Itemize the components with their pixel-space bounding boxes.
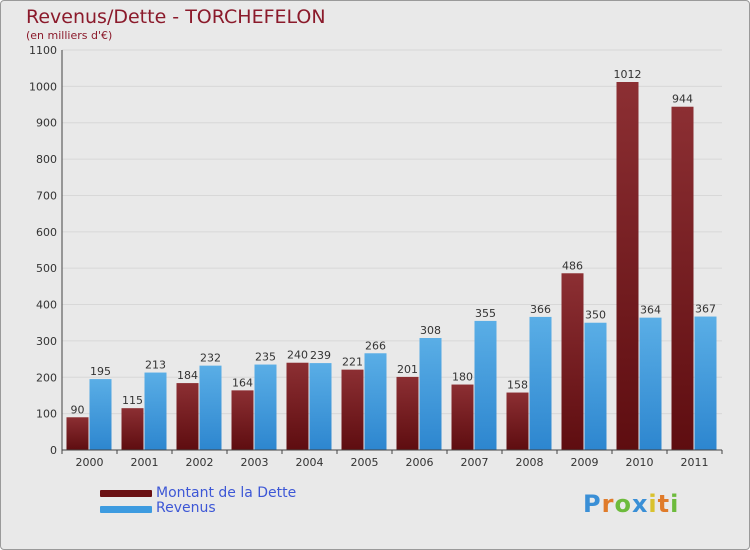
bar-revenue [364, 353, 387, 450]
data-label: 184 [177, 369, 198, 382]
legend-debt-swatch [100, 490, 152, 497]
y-tick-label: 100 [36, 408, 57, 421]
legend-debt-label: Montant de la Dette [156, 485, 297, 501]
bar-debt [121, 408, 144, 450]
data-label: 201 [397, 363, 418, 376]
data-label: 232 [200, 352, 221, 365]
bar-debt [506, 392, 529, 450]
logo-letter: t [657, 490, 671, 518]
y-tick-label: 600 [36, 226, 57, 239]
chart-title: Revenus/Dette - TORCHEFELON [26, 6, 326, 28]
data-label: 944 [672, 93, 693, 106]
y-tick-label: 1100 [29, 44, 57, 57]
bar-debt [671, 106, 694, 451]
bar-revenue [419, 338, 442, 450]
legend-revenue-label: Revenus [156, 500, 216, 516]
bar-revenue [639, 317, 662, 450]
bar-revenue [199, 365, 222, 450]
x-tick-label: 2008 [516, 456, 544, 469]
bar-revenue [694, 316, 717, 450]
data-label: 266 [365, 339, 386, 352]
bar-debt [341, 369, 364, 450]
y-tick-label: 0 [50, 444, 57, 457]
y-tick-label: 1000 [29, 80, 57, 93]
x-tick-label: 2005 [351, 456, 379, 469]
x-tick-label: 2011 [681, 456, 709, 469]
data-label: 213 [145, 359, 166, 372]
y-tick-label: 800 [36, 153, 57, 166]
legend-revenue-swatch [100, 506, 152, 513]
y-tick-label: 200 [36, 371, 57, 384]
data-label: 115 [122, 394, 143, 407]
data-label: 240 [287, 349, 308, 362]
bar-debt [561, 273, 584, 450]
logo-letter: P [583, 490, 602, 518]
bar-revenue [89, 379, 112, 450]
logo-letter: i [648, 490, 658, 518]
logo-letter: o [614, 490, 632, 518]
bar-debt [66, 417, 89, 450]
bar-revenue [584, 322, 607, 450]
y-tick-label: 400 [36, 299, 57, 312]
x-tick-label: 2004 [296, 456, 324, 469]
data-label: 308 [420, 324, 441, 337]
data-label: 367 [695, 303, 716, 316]
bar-revenue [529, 316, 552, 450]
x-tick-label: 2000 [76, 456, 104, 469]
bar-debt [231, 390, 254, 450]
bar-revenue [474, 320, 497, 450]
x-tick-label: 2002 [186, 456, 214, 469]
y-tick-label: 300 [36, 335, 57, 348]
data-label: 486 [562, 259, 583, 272]
data-label: 221 [342, 356, 363, 369]
bar-debt [286, 362, 309, 450]
data-label: 239 [310, 349, 331, 362]
x-tick-label: 2009 [571, 456, 599, 469]
x-tick-label: 2003 [241, 456, 269, 469]
x-tick-label: 2007 [461, 456, 489, 469]
bar-revenue [254, 364, 277, 450]
proxiti-logo: Proxiti [583, 490, 679, 518]
chart-subtitle: (en milliers d'€) [26, 29, 113, 42]
x-tick-label: 2006 [406, 456, 434, 469]
y-tick-label: 500 [36, 262, 57, 275]
data-label: 158 [507, 379, 528, 392]
data-label: 1012 [614, 68, 642, 81]
bar-revenue [309, 363, 332, 450]
bar-debt [451, 384, 474, 450]
data-label: 195 [90, 365, 111, 378]
data-label: 164 [232, 376, 253, 389]
bar-debt [616, 82, 639, 450]
logo-letter: i [670, 490, 680, 518]
data-label: 355 [475, 307, 496, 320]
data-label: 180 [452, 371, 473, 384]
data-label: 366 [530, 303, 551, 316]
data-label: 350 [585, 309, 606, 322]
data-label: 235 [255, 351, 276, 364]
data-label: 90 [71, 403, 85, 416]
bar-debt [176, 383, 199, 450]
data-label: 364 [640, 304, 661, 317]
x-tick-label: 2001 [131, 456, 159, 469]
logo-letter: r [601, 490, 615, 518]
bar-debt [396, 376, 419, 450]
bar-revenue [144, 372, 167, 450]
x-tick-label: 2010 [626, 456, 654, 469]
y-tick-label: 900 [36, 117, 57, 130]
y-tick-label: 700 [36, 189, 57, 202]
logo-letter: x [631, 490, 649, 518]
